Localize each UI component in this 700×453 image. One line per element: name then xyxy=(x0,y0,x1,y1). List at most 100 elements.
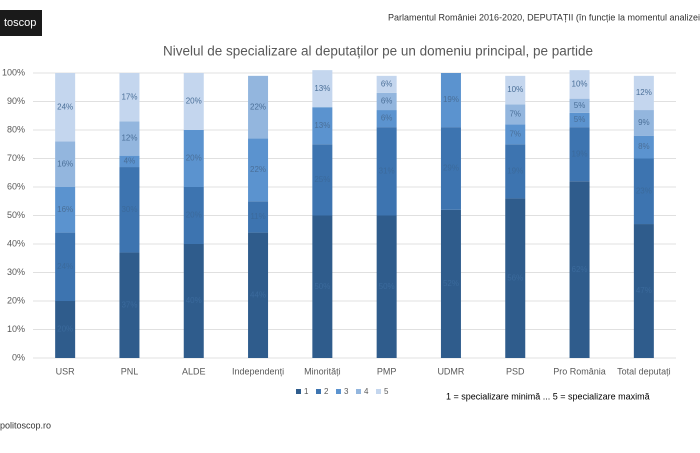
legend-swatch xyxy=(316,389,321,394)
value-label: 19% xyxy=(507,166,523,175)
bar-segment xyxy=(376,110,397,128)
y-tick-label: 70% xyxy=(7,153,25,163)
value-label: 56% xyxy=(507,273,523,282)
bar-segment xyxy=(569,181,590,358)
value-label: 50% xyxy=(314,282,330,291)
y-tick-label: 40% xyxy=(7,238,25,248)
x-tick-label: Minorități xyxy=(304,366,341,376)
bar-segment xyxy=(376,215,397,358)
value-label: 23% xyxy=(636,186,652,195)
bar-segment xyxy=(569,98,590,113)
value-label: 16% xyxy=(57,205,73,214)
bar-segment xyxy=(376,127,397,216)
bar-segment xyxy=(183,187,204,244)
value-label: 8% xyxy=(638,142,650,151)
bar-segment xyxy=(633,224,654,358)
value-label: 37% xyxy=(121,300,137,309)
chart-title: Nivelul de specializare al deputaților p… xyxy=(163,44,593,59)
x-tick-label: PMP xyxy=(377,366,397,376)
value-label: 19% xyxy=(443,95,459,104)
bar-segment xyxy=(312,144,333,216)
value-label: 13% xyxy=(314,121,330,130)
y-tick-label: 30% xyxy=(7,267,25,277)
legend-label: 4 xyxy=(364,387,369,396)
legend-label: 3 xyxy=(344,387,349,396)
value-label: 13% xyxy=(314,84,330,93)
bar-segment xyxy=(119,167,140,253)
bar-segment xyxy=(248,201,269,233)
value-label: 50% xyxy=(379,282,395,291)
bar-segment xyxy=(633,110,654,136)
value-label: 11% xyxy=(250,212,265,221)
value-label: 6% xyxy=(381,114,393,123)
bar-segment xyxy=(505,75,526,105)
value-label: 30% xyxy=(121,205,137,214)
value-label: 44% xyxy=(250,290,266,299)
y-tick-label: 0% xyxy=(12,352,25,362)
bar-segment xyxy=(505,144,526,199)
x-tick-label: UDMR xyxy=(437,366,464,376)
bar-segment xyxy=(633,75,654,111)
legend-swatch xyxy=(296,389,301,394)
y-tick-label: 90% xyxy=(7,96,25,106)
value-label: 24% xyxy=(57,102,73,111)
legend-swatch xyxy=(336,389,341,394)
note: 1 = specializare minimă ... 5 = speciali… xyxy=(446,391,650,401)
value-label: 47% xyxy=(636,286,652,295)
value-label: 25% xyxy=(314,175,330,184)
value-label: 22% xyxy=(250,165,266,174)
value-label: 10% xyxy=(572,80,588,89)
value-label: 16% xyxy=(57,159,73,168)
bar-segment xyxy=(248,232,269,358)
bar-segment xyxy=(376,75,397,93)
bar-segment xyxy=(55,187,76,233)
bar-segment xyxy=(633,135,654,159)
bar-segment xyxy=(183,130,204,187)
bar-segment xyxy=(440,209,461,358)
bar-segment xyxy=(569,112,590,128)
y-tick-label: 50% xyxy=(7,210,25,220)
bar-segment xyxy=(569,127,590,182)
bar-segment xyxy=(505,124,526,145)
bar-segment xyxy=(119,252,140,358)
bar-segment xyxy=(312,107,333,145)
y-tick-label: 60% xyxy=(7,181,25,191)
legend-swatch xyxy=(356,389,361,394)
bar-segment xyxy=(248,75,269,139)
x-tick-label: Total deputați xyxy=(617,366,671,376)
x-tick-label: PNL xyxy=(121,366,139,376)
x-tick-label: Independenți xyxy=(232,366,284,376)
x-tick-label: USR xyxy=(56,366,76,376)
value-label: 10% xyxy=(507,85,523,94)
source-header: Parlamentul României 2016-2020, DEPUTAȚI… xyxy=(388,12,700,22)
value-label: 20% xyxy=(186,97,202,106)
bar-segment xyxy=(119,121,140,156)
legend-label: 2 xyxy=(324,387,329,396)
bar-segment xyxy=(55,232,76,301)
value-label: 6% xyxy=(381,97,393,106)
legend-label: 5 xyxy=(384,387,389,396)
value-label: 20% xyxy=(57,325,73,334)
bar-segment xyxy=(183,73,204,130)
logo-box xyxy=(0,10,42,36)
bar-segment xyxy=(55,301,76,358)
value-label: 9% xyxy=(638,118,650,127)
x-tick-label: PSD xyxy=(506,366,525,376)
y-tick-label: 80% xyxy=(7,124,25,134)
bar-segment xyxy=(569,70,590,99)
bar-segment xyxy=(183,244,204,358)
bar-segment xyxy=(248,138,269,202)
logo: toscop xyxy=(4,17,36,29)
value-label: 22% xyxy=(250,102,266,111)
bar-segment xyxy=(440,73,461,128)
bar-segment xyxy=(119,155,140,168)
bar-segment xyxy=(376,92,397,111)
bar-segment xyxy=(55,73,76,142)
value-label: 52% xyxy=(443,279,459,288)
value-label: 20% xyxy=(186,154,202,163)
value-label: 29% xyxy=(443,164,459,173)
bar-segment xyxy=(119,73,140,122)
value-label: 20% xyxy=(186,211,202,220)
value-label: 31% xyxy=(379,166,395,175)
